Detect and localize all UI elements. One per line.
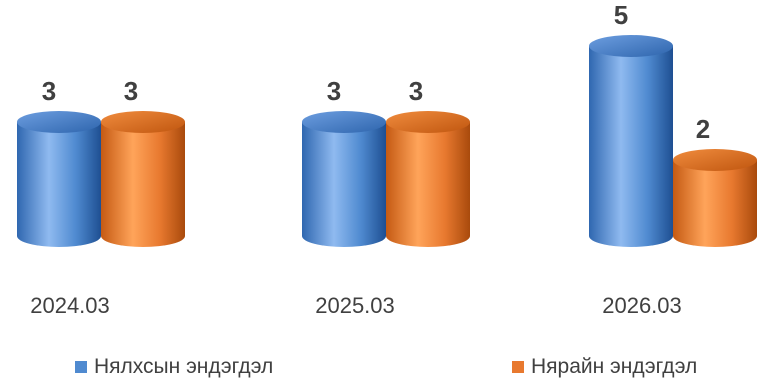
bar-0-0 [17,111,101,247]
data-label-0-0: 3 [42,76,56,106]
legend-swatch-1 [512,361,524,373]
legend-item-1: Нярайн эндэгдэл [512,355,697,379]
x-tick-label-0: 2024.03 [30,293,110,318]
bar-1-0 [302,111,386,247]
bar-1-1 [386,111,470,247]
x-tick-label-2: 2026.03 [602,293,682,318]
legend-label-0: Нялхсын эндэгдэл [94,355,273,379]
data-label-2-1: 2 [696,114,710,144]
legend-item-0: Нялхсын эндэгдэл [75,355,273,379]
data-label-0-1: 3 [124,76,138,106]
legend-label-1: Нярайн эндэгдэл [531,355,697,379]
x-tick-label-1: 2025.03 [315,293,395,318]
data-label-2-0: 5 [614,0,628,30]
bar-0-1 [101,111,185,247]
bar-2-0 [589,35,673,247]
data-label-1-0: 3 [327,76,341,106]
data-label-1-1: 3 [409,76,423,106]
legend-swatch-0 [75,361,87,373]
bar-2-1 [673,149,757,247]
